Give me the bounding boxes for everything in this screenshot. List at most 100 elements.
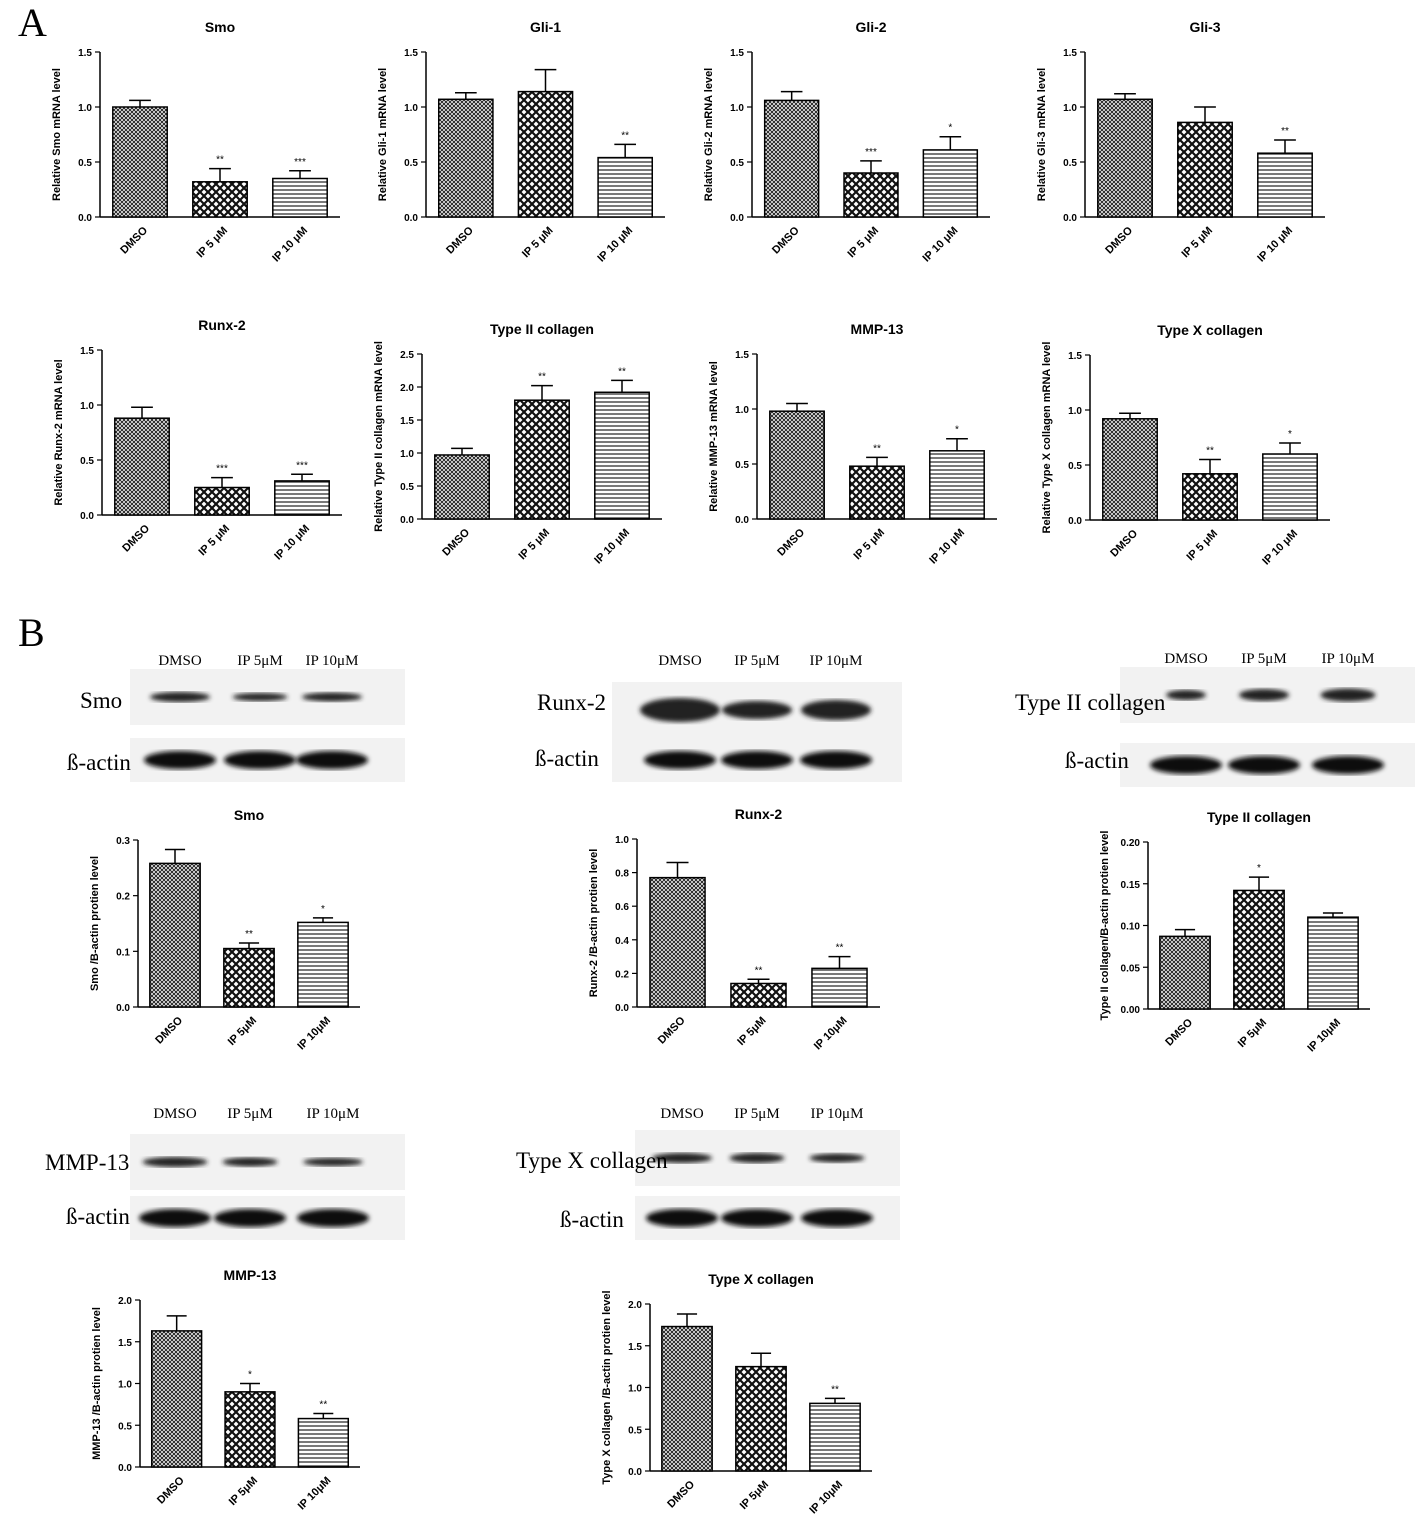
x-tick-label: IP 5 μM: [197, 523, 233, 559]
y-axis-label: Relative MMP-13 mRNA level: [708, 361, 720, 512]
y-tick-label: 2.0: [628, 1300, 642, 1311]
x-tick-label: DMSO: [153, 1014, 185, 1046]
significance: **: [621, 130, 629, 141]
blot-band: [1320, 688, 1376, 702]
blot-band: [652, 1153, 712, 1163]
x-tick-label: IP 10μM: [296, 1475, 334, 1513]
bar: [434, 454, 490, 520]
x-tick-label: IP 5 μM: [846, 225, 882, 261]
error-bar: [939, 135, 962, 150]
x-tick-label: DMSO: [1108, 527, 1140, 559]
significance: **: [319, 1400, 327, 1411]
y-tick-label: 0.10: [1121, 922, 1141, 933]
bar: [149, 862, 201, 1008]
error-bar: [676, 1313, 698, 1327]
actin-band: [224, 751, 296, 769]
blot-band: [809, 1153, 865, 1163]
x-tick-label: IP 5 μM: [520, 225, 556, 261]
bar: [594, 391, 650, 520]
y-tick-label: 1.0: [80, 401, 94, 412]
y-axis-label: Relative Runx-2 mRNA level: [53, 359, 65, 505]
y-tick-label: 1.0: [400, 449, 414, 460]
bar: [661, 1325, 713, 1472]
error-bar: [1174, 928, 1196, 937]
lane-label: IP 10μM: [306, 653, 359, 669]
lane-label: IP 5μM: [227, 1106, 272, 1122]
y-tick-label: 0.5: [730, 158, 744, 169]
y-tick-label: 1.5: [118, 1338, 132, 1349]
blot-band: [1166, 690, 1206, 700]
y-tick-label: 1.5: [78, 48, 92, 59]
x-tick-label: DMSO: [444, 224, 476, 256]
bar: [224, 1391, 276, 1468]
significance: **: [755, 965, 763, 976]
y-tick-label: 0.5: [1063, 158, 1077, 169]
x-tick-label: IP 10 μM: [592, 527, 632, 567]
y-tick-label: 0.3: [116, 836, 130, 847]
y-tick-label: 1.0: [404, 103, 418, 114]
x-tick-label: IP 5 μM: [1180, 225, 1216, 261]
bar: [843, 172, 899, 218]
error-bar: [1194, 106, 1216, 123]
y-tick-label: 1.0: [628, 1384, 642, 1395]
lane-label: IP 5μM: [1241, 651, 1286, 667]
bar: [297, 1417, 350, 1468]
blot-band: [232, 693, 288, 701]
significance: **: [245, 929, 253, 940]
y-tick-label: 0.5: [80, 456, 94, 467]
y-tick-label: 0.2: [116, 892, 130, 903]
y-tick-label: 0.8: [615, 869, 629, 880]
control-label: ß-actin: [67, 750, 131, 775]
y-tick-label: 1.5: [628, 1342, 642, 1353]
y-axis-label: Relative Gli-2 mRNA level: [703, 68, 715, 201]
actin-band: [1150, 756, 1222, 774]
lane-label: IP 10μM: [811, 1106, 864, 1122]
y-tick-label: 1.0: [735, 405, 749, 416]
control-label: ß-actin: [535, 746, 599, 771]
chart-title: Gli-2: [855, 19, 886, 35]
chart-title: Type X collagen: [708, 1271, 814, 1287]
bar: [763, 99, 820, 218]
error-bar: [1279, 442, 1301, 454]
bar: [597, 156, 654, 218]
actin-band: [144, 751, 216, 769]
chart-title: Runx-2: [198, 317, 246, 333]
x-tick-label: IP 5 μM: [195, 225, 231, 261]
y-tick-label: 0.5: [404, 158, 418, 169]
significance: *: [321, 904, 325, 915]
chart-title: Type X collagen: [1157, 322, 1263, 338]
blot-band: [1239, 689, 1289, 701]
bar: [1102, 418, 1158, 521]
lane-label: DMSO: [658, 653, 702, 669]
error-bar: [786, 402, 808, 412]
significance: **: [831, 1384, 839, 1395]
y-tick-label: 1.5: [80, 346, 94, 357]
bar: [150, 1330, 203, 1468]
blot-band: [722, 701, 792, 719]
significance: **: [618, 366, 626, 377]
bar: [1257, 152, 1313, 218]
blot-band: [302, 692, 362, 702]
x-tick-label: IP 10μM: [295, 1015, 333, 1053]
significance: *: [955, 425, 959, 436]
y-tick-label: 0.5: [400, 482, 414, 493]
chart-title: Runx-2: [735, 806, 783, 822]
x-tick-label: IP 10 μM: [921, 225, 961, 265]
panel-label: A: [18, 0, 47, 45]
y-tick-label: 0.5: [118, 1421, 132, 1432]
bar: [769, 410, 825, 520]
lane-label: IP 5μM: [734, 653, 779, 669]
chart-title: Type II collagen: [1207, 809, 1311, 825]
significance: *: [248, 1370, 252, 1381]
bar: [223, 947, 275, 1008]
chart-title: Type II collagen: [490, 321, 594, 337]
y-tick-label: 0.0: [615, 1003, 629, 1014]
blot-band: [801, 700, 871, 720]
error-bar: [747, 978, 770, 984]
y-tick-label: 0.1: [116, 947, 130, 958]
actin-band: [1228, 756, 1300, 774]
control-label: ß-actin: [560, 1207, 624, 1232]
y-axis-label: Relative Gli-3 mRNA level: [1036, 68, 1048, 201]
y-tick-label: 2.0: [118, 1296, 132, 1307]
y-axis-label: MMP-13 /B-actin protien level: [91, 1307, 103, 1460]
